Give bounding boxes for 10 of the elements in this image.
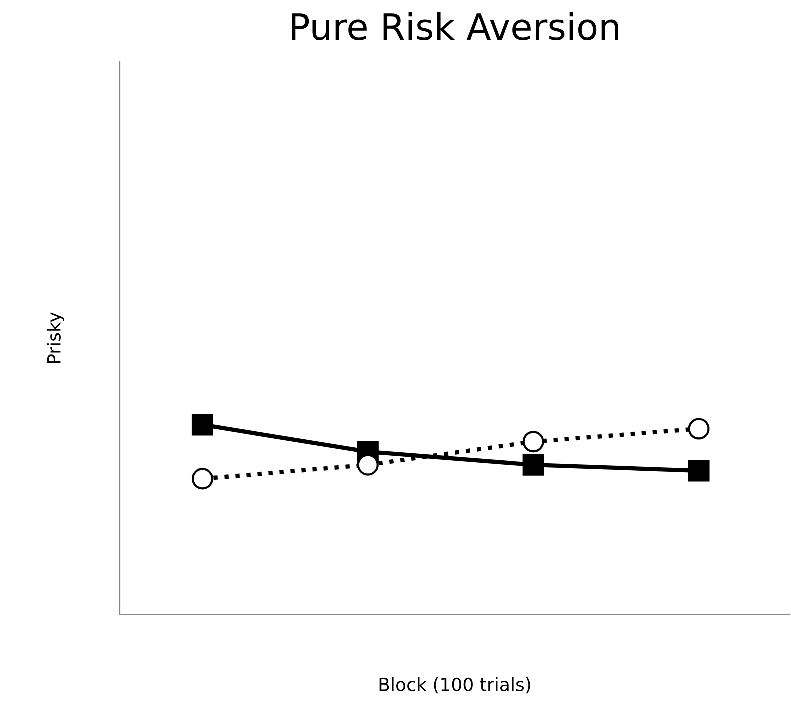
point bbox=[688, 418, 710, 440]
point bbox=[688, 460, 710, 482]
chart-title: Pure Risk Aversion bbox=[292, 12, 618, 40]
point bbox=[192, 468, 214, 490]
x-axis-title: Block (100 trials) bbox=[380, 678, 530, 694]
point bbox=[357, 454, 379, 476]
point bbox=[522, 454, 544, 476]
point bbox=[192, 414, 214, 436]
y-axis-title: Prisky bbox=[46, 312, 64, 364]
point bbox=[522, 431, 544, 453]
